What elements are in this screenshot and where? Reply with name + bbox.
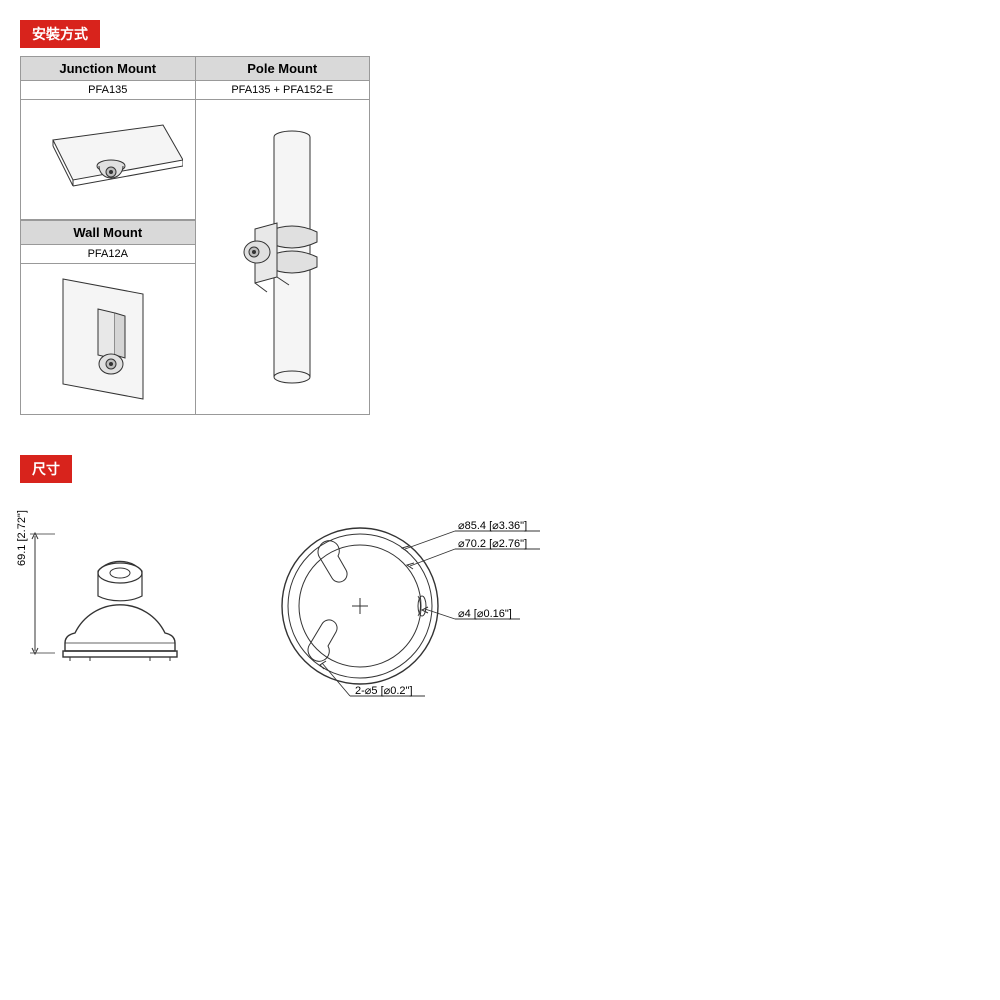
pole-mount-model: PFA135 + PFA152-E — [196, 81, 370, 100]
mount-section-label: 安裝方式 — [20, 20, 100, 48]
junction-mount-model: PFA135 — [21, 81, 195, 100]
wall-mount-header: Wall Mount — [21, 220, 195, 245]
slot-dim-label: 2-⌀5 [⌀0.2"] — [355, 684, 413, 697]
top-view-diagram: ⌀85.4 [⌀3.36"] ⌀70.2 [⌀2.76"] ⌀4 [⌀0.16"… — [250, 511, 550, 721]
side-view-diagram: 69.1 [2.72"] — [20, 511, 200, 721]
height-dim-label: 69.1 [2.72"] — [16, 510, 28, 566]
wall-mount-model: PFA12A — [21, 245, 195, 264]
dimensions-container: 69.1 [2.72"] — [20, 511, 980, 721]
inner-diameter-label: ⌀70.2 [⌀2.76"] — [458, 537, 527, 550]
dimensions-section-label: 尺寸 — [20, 455, 72, 483]
hole-diameter-label: ⌀4 [⌀0.16"] — [458, 607, 512, 620]
junction-mount-header: Junction Mount — [21, 57, 195, 81]
mount-table: Junction Mount PFA135 — [20, 56, 370, 415]
junction-mount-diagram — [21, 100, 195, 220]
outer-diameter-label: ⌀85.4 [⌀3.36"] — [458, 519, 527, 532]
wall-mount-diagram — [21, 264, 195, 414]
pole-mount-diagram — [196, 100, 370, 414]
pole-mount-header: Pole Mount — [196, 57, 370, 81]
